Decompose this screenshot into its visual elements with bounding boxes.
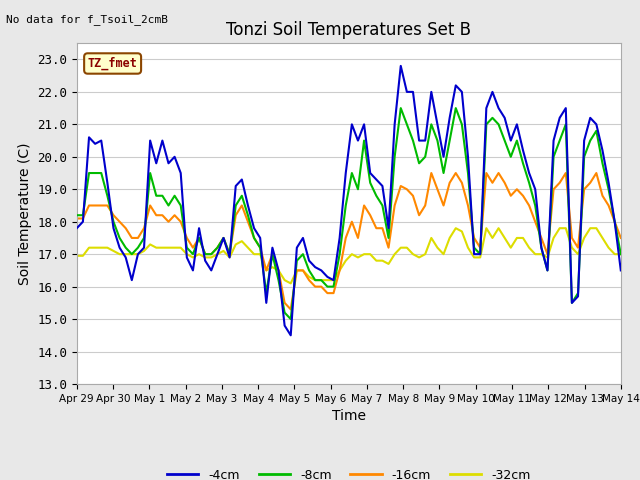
Text: TZ_fmet: TZ_fmet: [88, 57, 138, 70]
Title: Tonzi Soil Temperatures Set B: Tonzi Soil Temperatures Set B: [227, 21, 471, 39]
Y-axis label: Soil Temperature (C): Soil Temperature (C): [17, 143, 31, 285]
Legend: -4cm, -8cm, -16cm, -32cm: -4cm, -8cm, -16cm, -32cm: [162, 464, 536, 480]
Text: No data for f_Tsoil_2cmB: No data for f_Tsoil_2cmB: [6, 14, 168, 25]
X-axis label: Time: Time: [332, 409, 366, 423]
